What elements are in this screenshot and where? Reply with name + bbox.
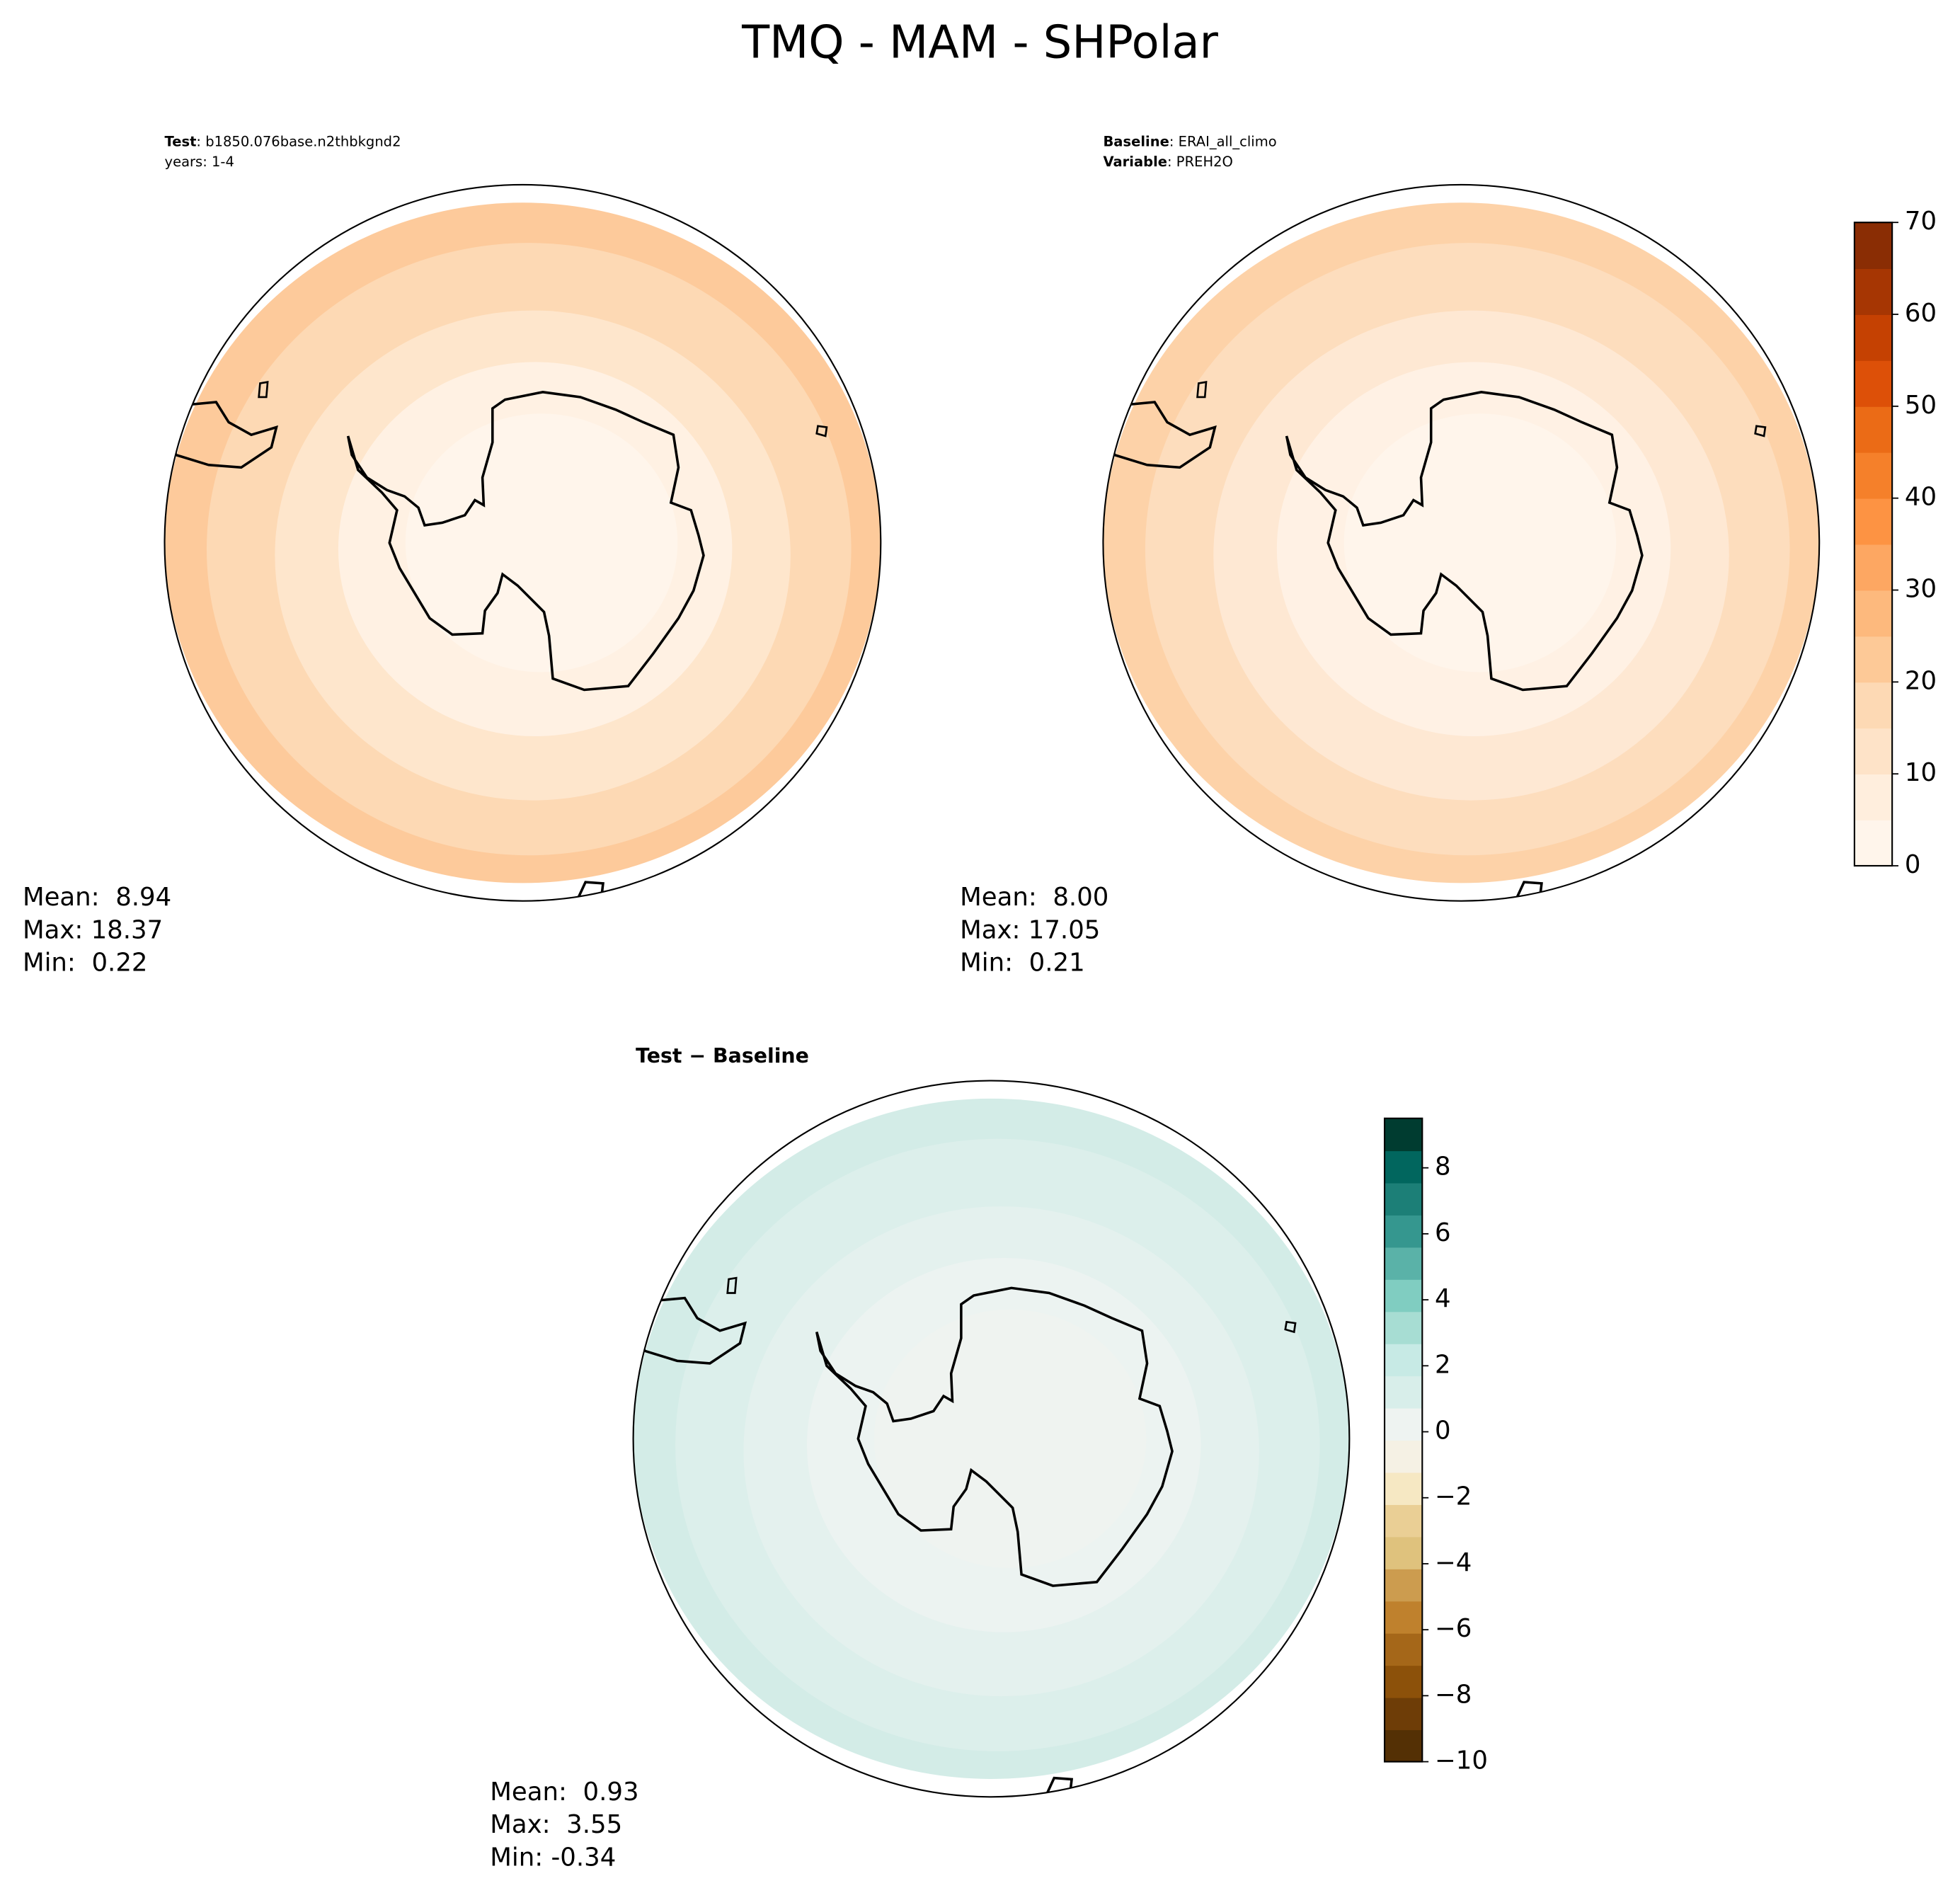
- contour-fill: [873, 1309, 1147, 1569]
- stat-line: Min: -0.34: [490, 1843, 616, 1872]
- colorbar-level: [1385, 1568, 1423, 1602]
- colorbar-tick-label: 0: [1905, 850, 1921, 879]
- colorbar-level: [1385, 1375, 1423, 1409]
- colorbar-tick-label: 20: [1905, 666, 1937, 695]
- colorbar-level: [1385, 1118, 1423, 1152]
- colorbar-tick-label: −10: [1435, 1746, 1488, 1775]
- coastline: [1514, 881, 1543, 901]
- colorbar-level: [1854, 222, 1893, 270]
- colorbar-level: [1385, 1632, 1423, 1666]
- colorbar-level: [1385, 1311, 1423, 1344]
- map-border: [632, 1080, 1351, 1798]
- colorbar-level: [1385, 1536, 1423, 1569]
- stat-line: Mean: 8.00: [960, 883, 1108, 912]
- colorbar-tick-label: 40: [1905, 483, 1937, 512]
- coastline: [1045, 1776, 1074, 1797]
- coastline: [815, 1286, 1174, 1587]
- coastline: [1754, 425, 1767, 437]
- colorbar-level: [1854, 452, 1893, 499]
- header-key: Variable: [1103, 154, 1167, 170]
- coastline: [576, 881, 604, 901]
- colorbar-level: [1854, 360, 1893, 407]
- colorbar-level: [1385, 1343, 1423, 1377]
- colorbar-level: [1385, 1440, 1423, 1473]
- colorbar-level: [1385, 1215, 1423, 1248]
- header-value: : ERAI_all_climo: [1169, 133, 1277, 149]
- figure-title: TMQ - MAM - SHPolar: [741, 17, 1219, 69]
- panel-header: Test − Baseline: [636, 1044, 809, 1068]
- colorbar-level: [1385, 1278, 1423, 1312]
- coastline: [726, 1276, 738, 1294]
- colorbar-tick-label: 6: [1435, 1218, 1451, 1247]
- coastline: [1285, 391, 1644, 692]
- stat-line: Max: 3.55: [490, 1810, 622, 1839]
- panel-header: Variable: PREH2O: [1103, 154, 1232, 170]
- colorbar-level: [1385, 1665, 1423, 1698]
- colorbar-level: [1854, 406, 1893, 453]
- panel-header: Baseline: ERAI_all_climo: [1103, 133, 1276, 149]
- colorbar-level: [1854, 268, 1893, 315]
- colorbar-frame: [1383, 1117, 1423, 1763]
- colorbar-tick-label: 70: [1905, 207, 1937, 236]
- colorbar-level: [1854, 314, 1893, 361]
- map: [1103, 202, 1820, 901]
- stat-line: Mean: 8.94: [23, 883, 171, 912]
- colorbar-level: [1854, 728, 1893, 775]
- coastline: [1284, 1320, 1297, 1334]
- colorbar-tick-label: 30: [1905, 575, 1937, 604]
- colorbar-level: [1854, 774, 1893, 820]
- colorbar-level: [1385, 1247, 1423, 1280]
- colorbar-level: [1385, 1729, 1423, 1763]
- map: [633, 1098, 1350, 1797]
- colorbar-level: [1854, 820, 1893, 866]
- colorbar-tick-label: −2: [1435, 1482, 1472, 1511]
- colorbar-tick-label: 2: [1435, 1350, 1451, 1379]
- colorbar-tick-label: 8: [1435, 1152, 1451, 1182]
- header-key: Baseline: [1103, 133, 1169, 149]
- colorbar-level: [1385, 1182, 1423, 1215]
- header-value: : b1850.076base.n2thbkgnd2: [196, 133, 401, 149]
- colorbar-level: [1385, 1601, 1423, 1634]
- coastline: [258, 381, 269, 399]
- colorbar-tick-label: 50: [1905, 391, 1937, 420]
- colorbar-level: [1385, 1504, 1423, 1538]
- stat-line: Max: 18.37: [23, 915, 163, 944]
- stat-line: Min: 0.22: [23, 948, 148, 977]
- map: [164, 202, 881, 901]
- colorbar-tick-label: −8: [1435, 1680, 1472, 1709]
- contour-fill: [405, 413, 678, 673]
- colorbar-tick-label: −6: [1435, 1614, 1472, 1643]
- colorbar-level: [1854, 498, 1893, 545]
- colorbar-frame: [1853, 222, 1893, 867]
- panel-header: Test: b1850.076base.n2thbkgnd2: [165, 133, 401, 149]
- colorbar-level: [1385, 1150, 1423, 1184]
- colorbar-level: [1854, 682, 1893, 729]
- stat-line: Max: 17.05: [960, 915, 1100, 944]
- header-key: Test: [165, 133, 197, 149]
- colorbar-tick-label: 60: [1905, 299, 1937, 328]
- header-value: years: 1-4: [165, 154, 234, 170]
- colorbar-level: [1854, 636, 1893, 683]
- colorbar-tick-label: 4: [1435, 1284, 1451, 1313]
- map-border: [164, 183, 882, 902]
- coastline: [346, 391, 705, 692]
- colorbar-level: [1385, 1407, 1423, 1441]
- colorbar-level: [1854, 590, 1893, 637]
- header-value: : PREH2O: [1167, 154, 1233, 170]
- coastline: [815, 425, 828, 437]
- header-key: Test − Baseline: [636, 1044, 809, 1068]
- colorbar-tick-label: 10: [1905, 758, 1937, 787]
- colorbar-tick-label: −4: [1435, 1548, 1472, 1577]
- stat-line: Mean: 0.93: [490, 1778, 638, 1807]
- panel-header: years: 1-4: [165, 154, 234, 170]
- colorbar-tick-label: 0: [1435, 1417, 1451, 1446]
- colorbar-level: [1854, 544, 1893, 591]
- map-border: [1102, 183, 1821, 902]
- colorbar-level: [1385, 1697, 1423, 1731]
- colorbar-level: [1385, 1472, 1423, 1505]
- coastline: [1196, 381, 1208, 399]
- stat-line: Min: 0.21: [960, 948, 1085, 977]
- contour-fill: [1343, 413, 1617, 673]
